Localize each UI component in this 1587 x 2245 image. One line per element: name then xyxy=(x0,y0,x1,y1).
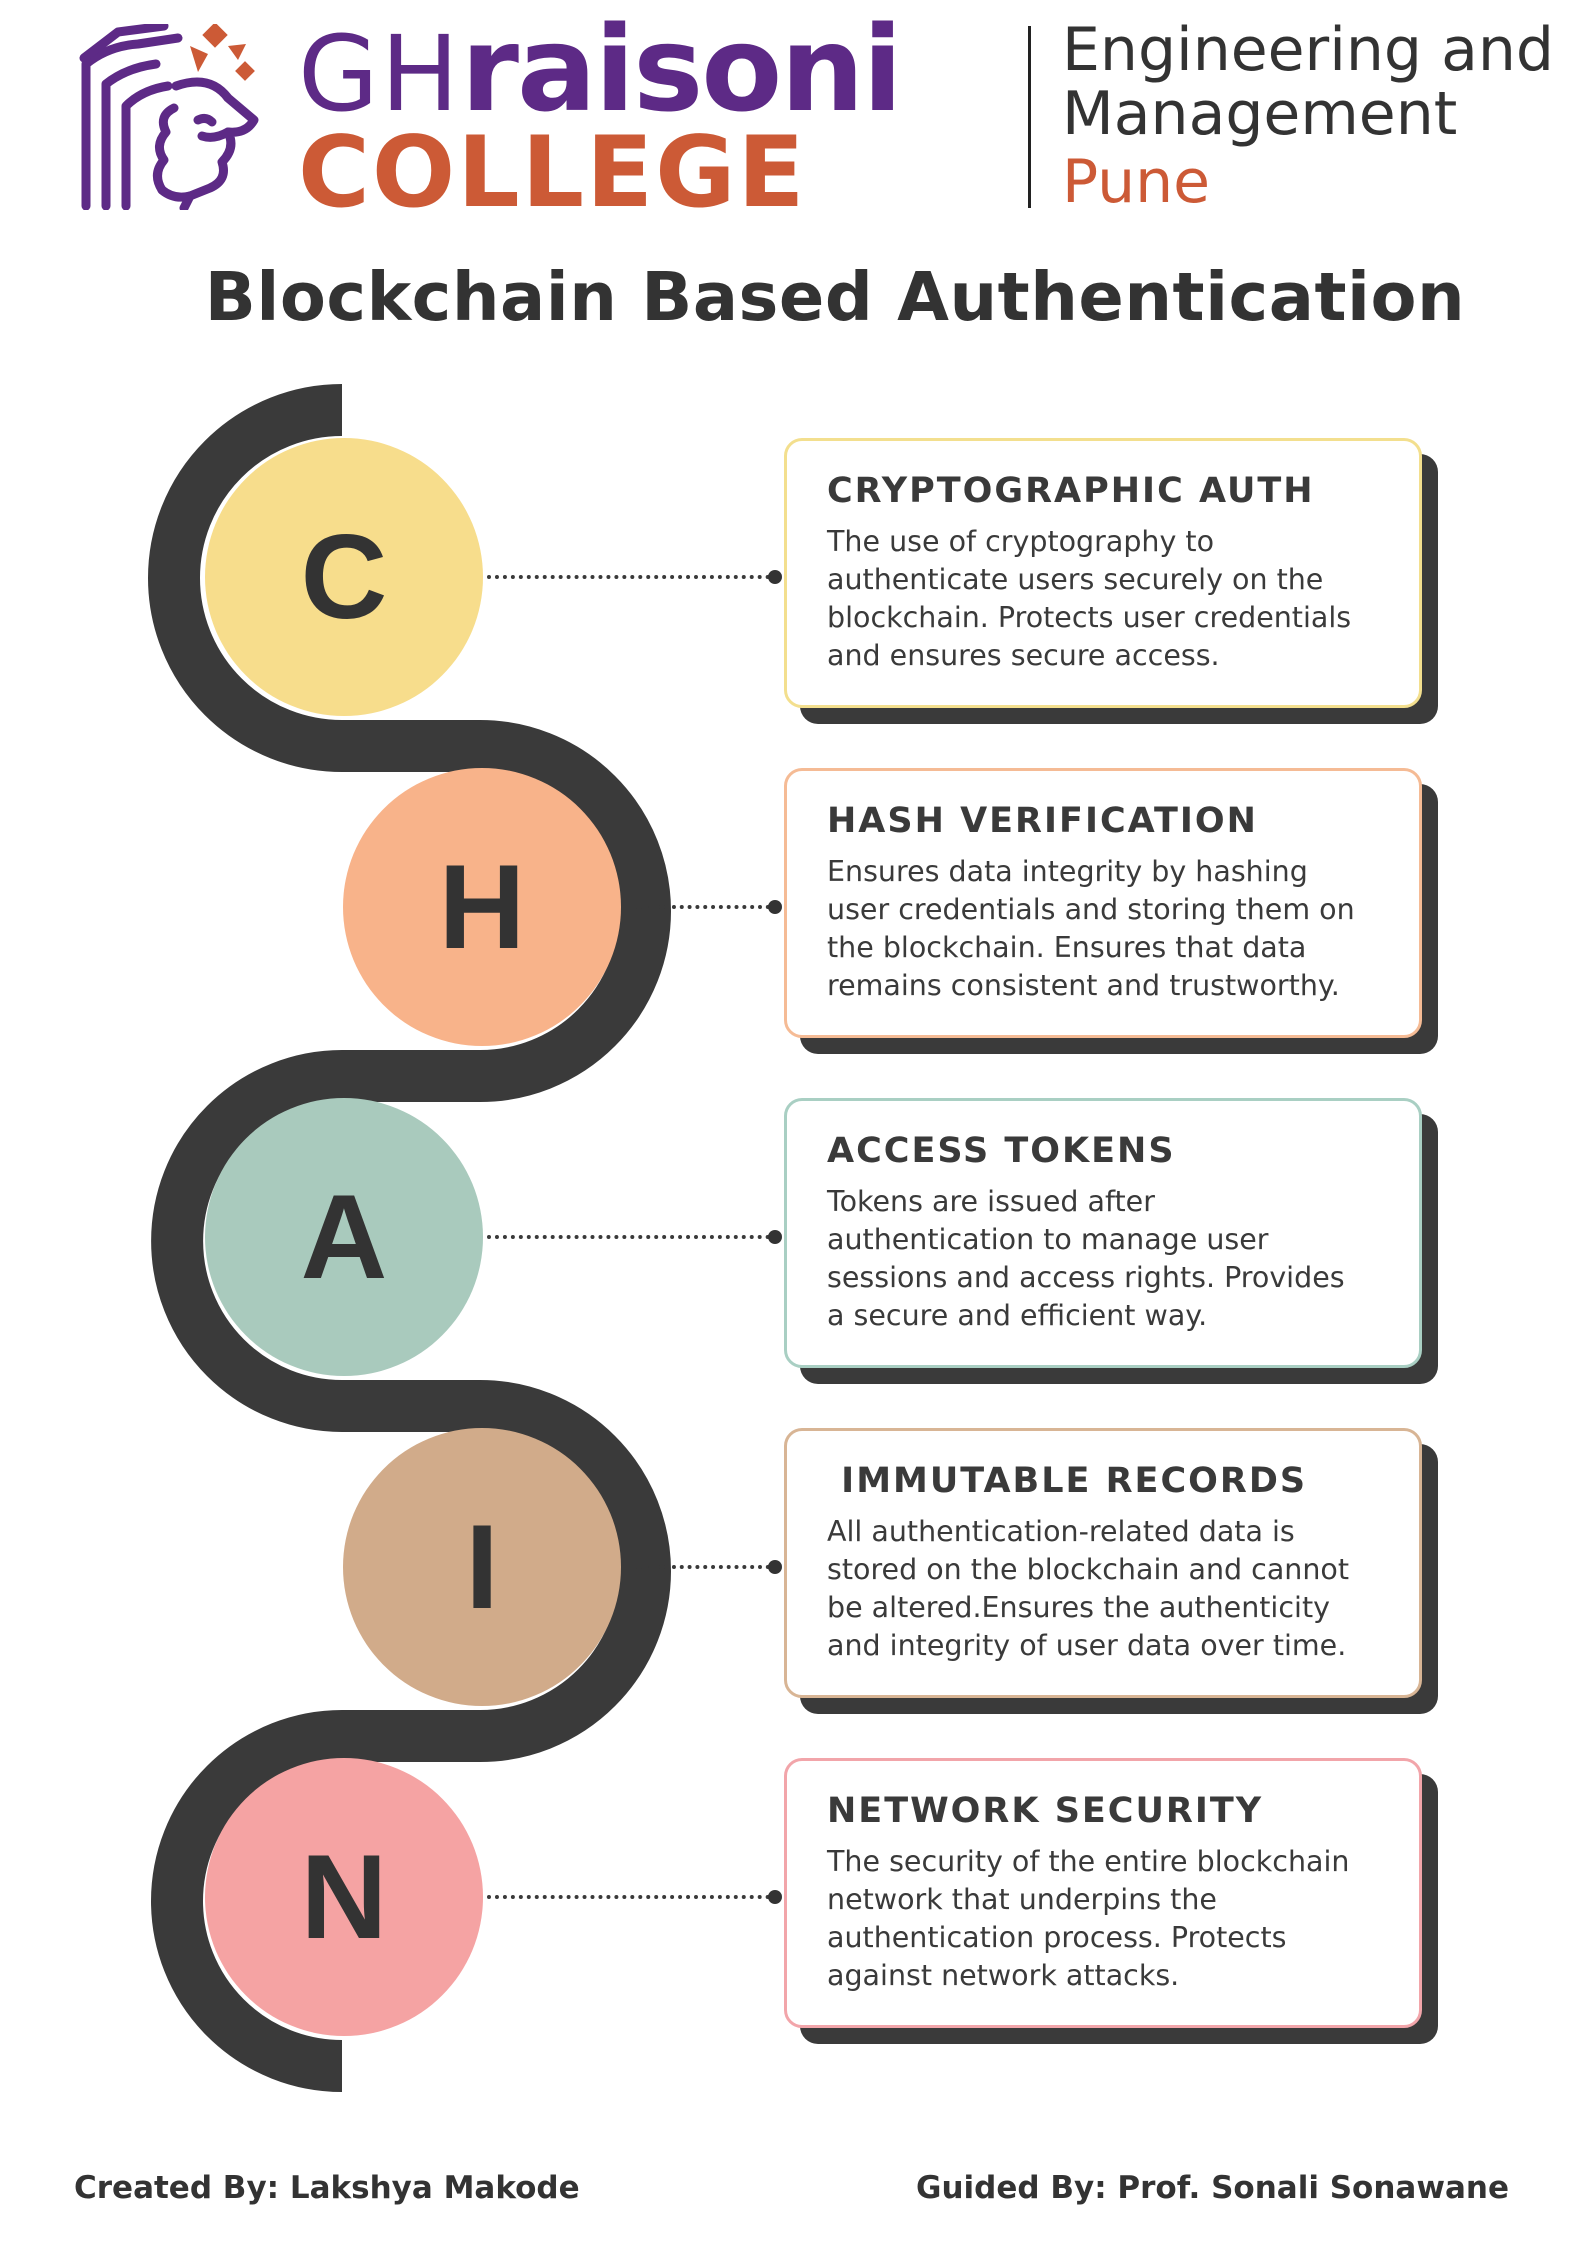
card-body: The use of cryptography to authenticate … xyxy=(827,525,1352,673)
dotted-connector xyxy=(625,905,770,909)
card-body: Ensures data integrity by hashing user c… xyxy=(827,855,1355,1003)
letter-glyph: N xyxy=(300,1830,388,1964)
letter-glyph: I xyxy=(465,1500,499,1634)
brand-sub-line-1: Engineering and xyxy=(1062,15,1554,85)
card-title: HASH VERIFICATION xyxy=(827,801,1258,841)
info-card-5: NETWORK SECURITY The security of the ent… xyxy=(784,1758,1422,2028)
brand-wordmark: GHraisoni xyxy=(298,10,903,128)
header-divider xyxy=(1028,26,1031,208)
card-title: IMMUTABLE RECORDS xyxy=(827,1461,1308,1501)
dotted-connector xyxy=(487,1895,770,1899)
info-card-4: IMMUTABLE RECORDS All authentication-rela… xyxy=(784,1428,1422,1698)
brand-gh-text: GH xyxy=(298,13,461,135)
card-body: Tokens are issued after authentication t… xyxy=(827,1185,1345,1333)
info-card-1: CRYPTOGRAPHIC AUTH The use of cryptograph… xyxy=(784,438,1422,708)
created-by-credit: Created By: Lakshya Makode xyxy=(74,2170,580,2206)
letter-circle-2: H xyxy=(343,768,621,1046)
letter-glyph: C xyxy=(300,510,388,644)
lion-head-logo-icon xyxy=(79,24,259,210)
dotted-connector xyxy=(487,1235,770,1239)
card-body: The security of the entire blockchain ne… xyxy=(827,1845,1350,1993)
info-card-3: ACCESS TOKENS Tokens are issued after aut… xyxy=(784,1098,1422,1368)
connector-dot xyxy=(768,1230,782,1244)
letter-glyph: A xyxy=(300,1170,388,1304)
letter-circle-4: I xyxy=(343,1428,621,1706)
card-title: NETWORK SECURITY xyxy=(827,1791,1264,1831)
brand-sub-line-2: Management xyxy=(1062,79,1458,149)
connector-dot xyxy=(768,900,782,914)
brand-college-text: COLLEGE xyxy=(298,116,807,230)
snake-stroke xyxy=(148,384,671,2092)
dotted-connector xyxy=(487,575,770,579)
letter-circle-1: C xyxy=(205,438,483,716)
card-title: CRYPTOGRAPHIC AUTH xyxy=(827,471,1315,511)
guided-by-credit: Guided By: Prof. Sonali Sonawane xyxy=(916,2170,1509,2206)
brand-sub-line-3: Pune xyxy=(1062,147,1211,217)
card-body: All authentication-related data is store… xyxy=(827,1515,1350,1663)
brand-raisoni-text: raisoni xyxy=(460,0,903,138)
info-card-2: HASH VERIFICATION Ensures data integrity … xyxy=(784,768,1422,1038)
card-title: ACCESS TOKENS xyxy=(827,1131,1176,1171)
page-title: Blockchain Based Authentication xyxy=(204,258,1466,336)
connector-dot xyxy=(768,570,782,584)
connector-dot xyxy=(768,1560,782,1574)
letter-glyph: H xyxy=(438,840,526,974)
letter-circle-5: N xyxy=(205,1758,483,2036)
connector-dot xyxy=(768,1890,782,1904)
letter-circle-3: A xyxy=(205,1098,483,1376)
dotted-connector xyxy=(625,1565,770,1569)
